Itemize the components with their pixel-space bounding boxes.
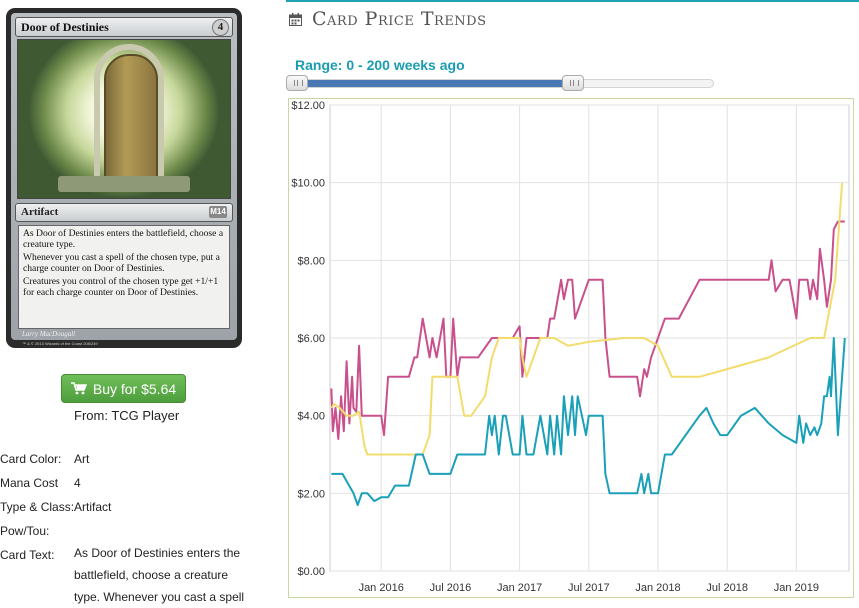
y-tick-label: $6.00	[297, 333, 325, 345]
card-artist: Larry MacDougall	[22, 330, 76, 338]
card-text-line: type. Whenever you cast a spell	[74, 590, 245, 604]
x-tick-label: Jul 2017	[568, 582, 610, 594]
detail-label: Card Text:	[0, 548, 55, 562]
x-tick-label: Jul 2016	[430, 582, 472, 594]
card-type-bar: Artifact M14	[15, 203, 233, 222]
series-line-1	[330, 182, 844, 456]
card-image: Door of Destinies 4 Artifact M14 As Door…	[6, 8, 242, 348]
y-tick-label: $10.00	[291, 178, 325, 190]
y-tick-label: $2.00	[297, 488, 325, 500]
card-artwork	[17, 39, 231, 199]
card-copyright: ™ & © 2013 Wizards of the Coast 208/249	[22, 341, 98, 346]
detail-value: 4	[74, 476, 81, 490]
price-chart: $0.00 $2.00 $4.00 $6.00 $8.00 $10.00 $12.00 Jan…	[288, 98, 854, 598]
card-frame: Door of Destinies 4 Artifact M14 As Door…	[11, 13, 237, 340]
mana-cost-symbol: 4	[212, 19, 229, 36]
slider-handle-end[interactable]	[562, 75, 584, 91]
detail-label: Card Color:	[0, 452, 62, 466]
slider-handle-start[interactable]	[286, 75, 308, 91]
grip-icon	[570, 80, 579, 86]
card-title-bar: Door of Destinies 4	[15, 17, 233, 37]
card-type-line: Artifact	[21, 206, 59, 218]
card-rules-textbox: As Door of Destinies enters the battlefi…	[18, 225, 230, 329]
series-line-2	[331, 337, 846, 506]
set-symbol-icon: M14	[209, 206, 227, 218]
y-tick-label: $4.00	[297, 411, 325, 423]
cart-icon	[70, 382, 87, 395]
rules-paragraph: Whenever you cast a spell of the chosen …	[23, 252, 220, 274]
series-line-0	[330, 220, 845, 440]
y-tick-label: $0.00	[297, 566, 325, 578]
steps-illustration	[58, 176, 190, 192]
range-slider[interactable]	[286, 75, 714, 91]
detail-label: Type & Class:	[0, 500, 75, 514]
grip-icon	[294, 80, 303, 86]
calendar-icon	[289, 13, 302, 26]
card-name: Door of Destinies	[21, 20, 109, 34]
rules-paragraph: Creatures you control of the chosen type…	[23, 276, 219, 298]
panel-accent-line	[286, 0, 859, 2]
y-tick-label: $12.00	[291, 100, 325, 112]
detail-value: Art	[74, 452, 90, 466]
range-label: Range: 0 - 200 weeks ago	[295, 57, 465, 73]
x-tick-label: Jan 2019	[774, 582, 819, 594]
panel-title: Card Price Trends	[312, 8, 487, 30]
card-text-line: As Door of Destinies enters the	[74, 546, 241, 560]
vendor-label: From: TCG Player	[74, 408, 180, 423]
detail-value: Artifact	[74, 500, 112, 514]
x-tick-label: Jan 2016	[359, 582, 404, 594]
x-tick-label: Jan 2018	[635, 582, 680, 594]
x-tick-label: Jul 2018	[706, 582, 748, 594]
buy-button[interactable]: Buy for $5.64	[61, 374, 186, 403]
rules-paragraph: As Door of Destinies enters the battlefi…	[23, 228, 224, 250]
x-tick-label: Jan 2017	[497, 582, 542, 594]
detail-label: Pow/Tou:	[0, 524, 50, 538]
buy-button-label: Buy for $5.64	[92, 380, 177, 397]
detail-label: Mana Cost	[0, 476, 59, 490]
card-text-value: As Door of Destinies enters the battlefi…	[74, 542, 254, 608]
slider-selected-range	[296, 80, 580, 87]
y-tick-label: $8.00	[297, 255, 325, 267]
price-chart-svg: $0.00 $2.00 $4.00 $6.00 $8.00 $10.00 $12.00 Jan…	[291, 100, 850, 594]
card-text-line: battlefield, choose a creature	[74, 568, 229, 582]
door-illustration	[104, 54, 158, 182]
